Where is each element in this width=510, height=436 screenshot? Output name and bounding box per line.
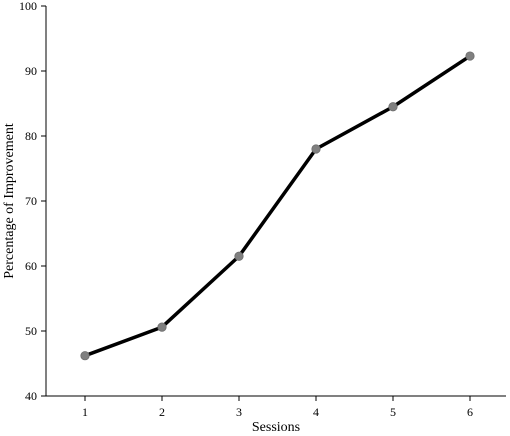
x-tick-label: 3 bbox=[236, 405, 242, 419]
y-tick-label: 60 bbox=[25, 259, 37, 273]
y-tick-label: 80 bbox=[25, 129, 37, 143]
y-tick-label: 50 bbox=[25, 324, 37, 338]
data-point bbox=[388, 102, 398, 112]
x-axis: 1 2 3 4 5 6 bbox=[46, 395, 506, 419]
y-tick-label: 100 bbox=[19, 0, 37, 13]
data-point bbox=[311, 144, 321, 154]
y-tick-label: 70 bbox=[25, 194, 37, 208]
y-ticks: 40 50 60 70 80 90 100 bbox=[19, 0, 46, 403]
y-tick-label: 40 bbox=[25, 389, 37, 403]
x-tick-label: 1 bbox=[82, 405, 88, 419]
data-point bbox=[465, 51, 475, 61]
y-axis-title: Percentage of Improvement bbox=[2, 123, 17, 279]
data-point bbox=[234, 251, 244, 261]
y-axis: 40 50 60 70 80 90 100 bbox=[19, 0, 47, 403]
data-point bbox=[157, 322, 167, 332]
x-axis-title: Sessions bbox=[252, 420, 300, 435]
x-tick-label: 4 bbox=[313, 405, 319, 419]
x-tick-label: 2 bbox=[159, 405, 165, 419]
x-tick-label: 6 bbox=[467, 405, 473, 419]
x-tick-label: 5 bbox=[390, 405, 396, 419]
x-ticks: 1 2 3 4 5 6 bbox=[82, 396, 473, 419]
series-layer bbox=[80, 51, 475, 361]
series-line bbox=[83, 54, 472, 358]
y-tick-label: 90 bbox=[25, 64, 37, 78]
data-point bbox=[80, 351, 90, 361]
